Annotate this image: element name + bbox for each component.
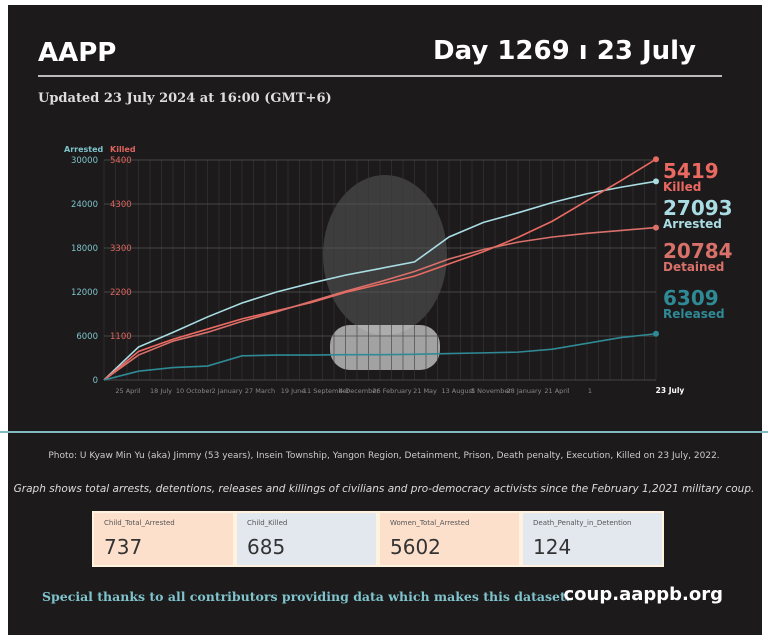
- series-end-label: Arrested: [663, 217, 722, 231]
- x-tick-label: 13 August: [441, 387, 475, 395]
- updated-text: Updated 23 July 2024 at 16:00 (GMT+6): [38, 91, 332, 106]
- x-tick-label: 5 November: [471, 387, 511, 395]
- kpi-label: Death_Penalty_in_Detention: [533, 519, 632, 527]
- left-tick-label: 18000: [71, 244, 98, 254]
- x-tick-label: 18 July: [150, 387, 172, 395]
- x-tick-label: 21 May: [413, 387, 437, 395]
- x-tick-label: 1: [588, 387, 592, 395]
- day-counter: Day 1269 ı 23 July: [433, 36, 696, 66]
- x-tick-label: 19 June: [281, 387, 306, 395]
- kpi-card: Women_Total_Arrested 5602: [380, 513, 519, 565]
- series-line-released: [103, 332, 657, 381]
- x-tick-label: 21 April: [544, 387, 569, 395]
- series-end-marker: [653, 224, 659, 231]
- x-tick-label: 4 December: [339, 387, 379, 395]
- series-end-value: 5419: [663, 159, 719, 183]
- x-tick-label: 23 July: [656, 386, 685, 395]
- x-tick-label: 2 January: [212, 387, 243, 395]
- right-tick-label: 4300: [110, 200, 132, 210]
- thanks-text: Special thanks to all contributors provi…: [42, 589, 571, 604]
- section-divider: [0, 431, 768, 433]
- x-tick-label: 25 April: [115, 387, 140, 395]
- left-tick-label: 12000: [71, 288, 98, 298]
- x-tick-label: 26 February: [372, 387, 411, 395]
- photo-caption: Photo: U Kyaw Min Yu (aka) Jimmy (53 yea…: [48, 451, 720, 461]
- x-tick-label: 10 October: [176, 387, 213, 395]
- site-link[interactable]: coup.aappb.org: [563, 584, 724, 605]
- left-tick-label: 30000: [71, 156, 98, 166]
- right-tick-label: 2200: [110, 288, 132, 298]
- x-tick-label: 28 January: [507, 387, 542, 395]
- kpi-label: Child_Killed: [247, 519, 288, 527]
- series-end-value: 27093: [663, 196, 733, 220]
- kpi-value: 124: [533, 535, 572, 559]
- brand-title: AAPP: [38, 38, 117, 68]
- series-line-killed: [103, 158, 657, 381]
- kpi-card: Child_Total_Arrested 737: [94, 513, 233, 565]
- kpi-label: Women_Total_Arrested: [390, 519, 470, 527]
- kpi-value: 685: [247, 535, 286, 559]
- series-line-detained: [103, 226, 657, 381]
- left-tick-label: 6000: [76, 332, 98, 342]
- kpi-value: 5602: [390, 535, 441, 559]
- chart-description: Graph shows total arrests, detentions, r…: [13, 483, 755, 495]
- line-chart: Arrested Killed 0 6000 12000 18000 24000 30000 1…: [64, 145, 733, 395]
- x-tick-label: 27 March: [245, 387, 275, 395]
- left-tick-label: 0: [93, 376, 98, 386]
- left-axis-title: Arrested: [64, 145, 104, 154]
- series-end-value: 20784: [663, 239, 733, 263]
- series-end-label: Detained: [663, 260, 724, 274]
- series-end-marker: [653, 330, 659, 337]
- kpi-label: Child_Total_Arrested: [104, 519, 175, 527]
- right-tick-label: 5400: [110, 156, 132, 166]
- x-tick-label: 11 September: [303, 387, 350, 395]
- series-end-marker: [653, 178, 659, 185]
- series-end-marker: [653, 156, 659, 163]
- series-line-arrested: [103, 180, 657, 381]
- right-tick-label: 1100: [110, 332, 132, 342]
- right-tick-label: 3300: [110, 244, 132, 254]
- kpi-row: Child_Total_Arrested 737 Child_Killed 685 …: [92, 511, 664, 567]
- series-end-value: 6309: [663, 286, 719, 310]
- right-axis-title: Killed: [110, 145, 136, 154]
- kpi-card: Child_Killed 685: [237, 513, 376, 565]
- header-divider: [38, 75, 722, 77]
- series-end-label: Released: [663, 307, 725, 321]
- portrait-photo: [323, 175, 447, 335]
- series-end-label: Killed: [663, 180, 701, 194]
- portrait-collar: [330, 325, 440, 370]
- kpi-card: Death_Penalty_in_Detention 124: [523, 513, 662, 565]
- kpi-value: 737: [104, 535, 143, 559]
- left-tick-label: 24000: [71, 200, 98, 210]
